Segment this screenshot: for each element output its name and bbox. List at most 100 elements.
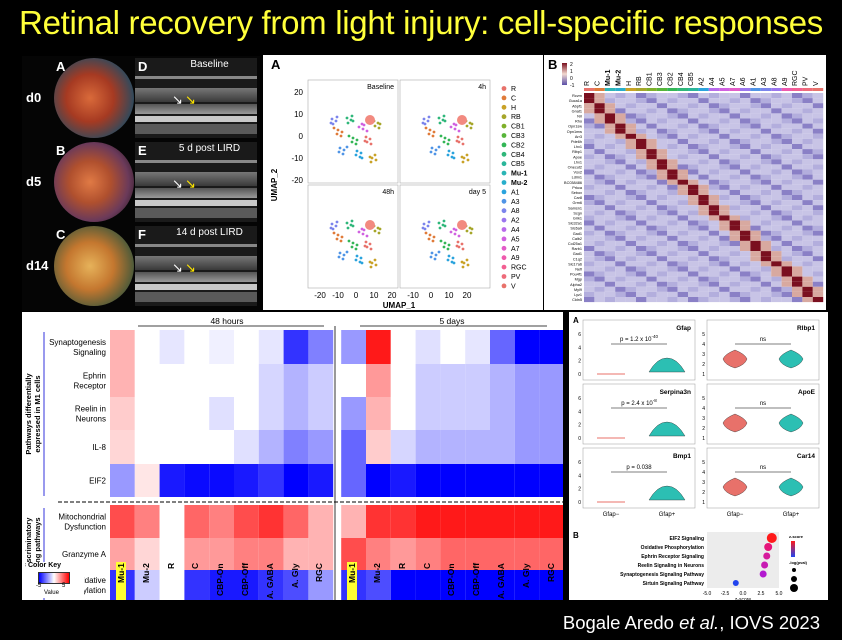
heatmap-cell: [771, 271, 782, 277]
fundus-image: [54, 226, 134, 306]
heatmap-cell: [636, 195, 647, 201]
heatmap-cell: [740, 205, 751, 211]
umap-point: [452, 227, 456, 231]
heatmap-cell: [781, 195, 792, 201]
umap-point: [443, 241, 447, 245]
legend-size-dot: [790, 584, 798, 592]
heatmap-cell: [708, 128, 720, 134]
heatmap-cell: [750, 123, 761, 129]
heatmap-cell: [636, 251, 647, 257]
pathway-cell: [415, 364, 441, 397]
gene-label: Lyz1: [574, 293, 582, 297]
heatmap-cell: [792, 286, 803, 292]
heatmap-cell: [698, 276, 709, 282]
heatmap-cell: [698, 271, 709, 277]
heatmap-cell: [688, 133, 699, 139]
heatmap-cell: [792, 256, 803, 262]
pathway-cell: [514, 430, 540, 464]
violin-pos: [778, 477, 804, 497]
pathway-cell: [283, 397, 309, 430]
heatmap-cell: [771, 138, 782, 144]
heatmap-cell: [792, 159, 803, 165]
facet-label: Baseline: [367, 84, 394, 91]
panel-letter: A: [573, 316, 579, 325]
heatmap-cell: [750, 256, 761, 262]
heatmap-cell: [792, 230, 803, 236]
heatmap-cell: [646, 195, 657, 201]
heatmap-cell: [688, 144, 699, 150]
heatmap-cell: [812, 108, 824, 114]
heatmap-cell: [760, 235, 772, 241]
heatmap-cell: [604, 103, 616, 109]
umap-point: [337, 150, 341, 154]
heatmap-cell: [625, 200, 636, 206]
gene-label: Pde6h: [571, 140, 582, 144]
heatmap-cell: [708, 103, 720, 109]
heatmap-cell: [625, 108, 636, 114]
heatmap-cell: [688, 240, 699, 246]
umap-point: [377, 231, 381, 235]
gene-label: Onecut2: [568, 166, 582, 170]
y-tick: 2: [578, 487, 581, 493]
pathway-cell: [258, 397, 284, 430]
umap-point: [347, 134, 351, 138]
heatmap-cell: [656, 128, 668, 134]
pathway-cell: [341, 464, 366, 497]
pathway-cell: [283, 330, 309, 364]
heatmap-cell: [594, 271, 605, 277]
heatmap-cell: [667, 215, 678, 221]
umap-point: [373, 258, 377, 262]
heatmap-cell: [760, 281, 772, 287]
pathway-cell: [490, 397, 515, 430]
umap-point: [469, 231, 473, 235]
heatmap-cell: [771, 240, 782, 246]
heatmap-cell: [719, 138, 730, 144]
heatmap-cell: [656, 179, 668, 185]
heatmap-cell: [740, 261, 751, 267]
pathway-cell: [209, 330, 234, 364]
heatmap-cell: [812, 225, 824, 231]
y-group-label: expressed in M1 cells: [33, 375, 42, 452]
heatmap-cell: [584, 286, 595, 292]
heatmap-cell: [615, 281, 626, 287]
heatmap-cell: [781, 251, 792, 257]
heatmap-cell: [760, 184, 772, 190]
umap-point: [332, 231, 336, 235]
umap-point: [433, 152, 437, 156]
umap-point: [455, 139, 459, 143]
heatmap-cell: [677, 276, 688, 282]
yellow-arrow-icon: ↘: [185, 260, 196, 275]
pathway-cell: [308, 505, 334, 538]
pathway-column-label: A. Gly: [289, 563, 300, 588]
umap-point: [461, 160, 465, 164]
heatmap-cell: [750, 108, 761, 114]
umap-point: [329, 121, 333, 125]
umap-point: [429, 255, 433, 259]
heatmap-cell: [604, 256, 616, 262]
umap-point: [430, 251, 434, 255]
pathway-cell: [209, 430, 234, 464]
y-tick: 2: [702, 490, 705, 496]
cluster-color-strip: [625, 88, 636, 91]
heatmap-cell: [584, 251, 595, 257]
heatmap-cell: [677, 235, 688, 241]
heatmap-cell: [698, 256, 709, 262]
heatmap-cell: [656, 144, 668, 150]
heatmap-cell: [812, 220, 824, 226]
pathway-cell: [134, 330, 160, 364]
heatmap-cell: [594, 246, 605, 252]
pathway-cell: [184, 570, 210, 600]
heatmap-cell: [636, 281, 647, 287]
heatmap-cell: [656, 281, 668, 287]
umap-point: [339, 239, 343, 243]
dotplot-dot: [759, 570, 767, 578]
heatmap-cell: [636, 276, 647, 282]
pathway-cell: [514, 505, 540, 538]
heatmap-cell: [729, 118, 740, 124]
legend-label: A2: [511, 218, 520, 225]
heatmap-cell: [636, 118, 647, 124]
dotplot-x-tick: 5.0: [776, 591, 783, 597]
heatmap-cell: [636, 246, 647, 252]
heatmap-cell: [656, 297, 668, 303]
heatmap-cell: [750, 266, 761, 272]
